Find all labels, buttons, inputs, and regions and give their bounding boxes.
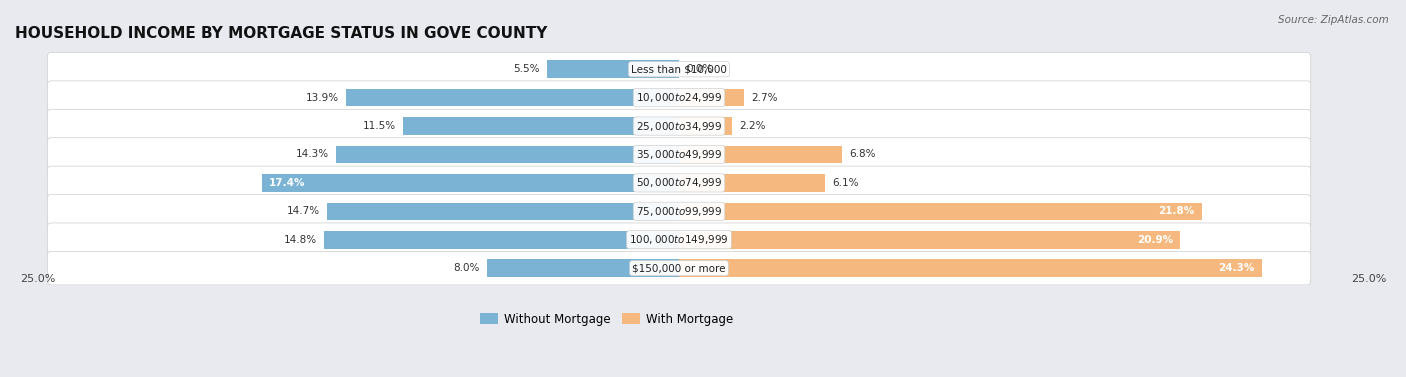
Bar bbox=[404, 117, 679, 135]
Bar bbox=[679, 259, 1261, 277]
Bar bbox=[547, 60, 679, 78]
Text: 14.3%: 14.3% bbox=[295, 150, 329, 159]
Bar bbox=[326, 202, 679, 220]
FancyBboxPatch shape bbox=[48, 195, 1310, 228]
Text: $10,000 to $24,999: $10,000 to $24,999 bbox=[636, 91, 723, 104]
Text: 24.3%: 24.3% bbox=[1218, 263, 1254, 273]
FancyBboxPatch shape bbox=[48, 52, 1310, 86]
Text: $50,000 to $74,999: $50,000 to $74,999 bbox=[636, 176, 723, 189]
Text: 25.0%: 25.0% bbox=[20, 274, 55, 284]
Bar bbox=[679, 146, 842, 163]
Bar bbox=[262, 174, 679, 192]
Text: 14.8%: 14.8% bbox=[284, 235, 316, 245]
FancyBboxPatch shape bbox=[48, 223, 1310, 256]
FancyBboxPatch shape bbox=[48, 251, 1310, 285]
Bar bbox=[336, 146, 679, 163]
Text: 17.4%: 17.4% bbox=[269, 178, 305, 188]
Text: 8.0%: 8.0% bbox=[454, 263, 479, 273]
Text: $25,000 to $34,999: $25,000 to $34,999 bbox=[636, 120, 723, 133]
Bar bbox=[679, 174, 825, 192]
Text: 6.1%: 6.1% bbox=[832, 178, 859, 188]
Text: 2.7%: 2.7% bbox=[751, 93, 778, 103]
Text: 2.2%: 2.2% bbox=[740, 121, 765, 131]
Text: $75,000 to $99,999: $75,000 to $99,999 bbox=[636, 205, 723, 218]
Text: 20.9%: 20.9% bbox=[1136, 235, 1173, 245]
Bar bbox=[488, 259, 679, 277]
FancyBboxPatch shape bbox=[48, 166, 1310, 200]
Text: 13.9%: 13.9% bbox=[305, 93, 339, 103]
Bar bbox=[679, 117, 731, 135]
Text: 6.8%: 6.8% bbox=[849, 150, 876, 159]
Text: 21.8%: 21.8% bbox=[1159, 206, 1195, 216]
Bar bbox=[346, 89, 679, 106]
Text: $100,000 to $149,999: $100,000 to $149,999 bbox=[630, 233, 728, 246]
Text: $35,000 to $49,999: $35,000 to $49,999 bbox=[636, 148, 723, 161]
Bar bbox=[679, 202, 1202, 220]
FancyBboxPatch shape bbox=[48, 138, 1310, 171]
Text: 11.5%: 11.5% bbox=[363, 121, 396, 131]
Bar bbox=[679, 89, 744, 106]
Text: Less than $10,000: Less than $10,000 bbox=[631, 64, 727, 74]
Text: $150,000 or more: $150,000 or more bbox=[633, 263, 725, 273]
Text: Source: ZipAtlas.com: Source: ZipAtlas.com bbox=[1278, 15, 1389, 25]
Legend: Without Mortgage, With Mortgage: Without Mortgage, With Mortgage bbox=[475, 308, 738, 331]
Bar bbox=[325, 231, 679, 248]
FancyBboxPatch shape bbox=[48, 81, 1310, 115]
Text: 0.0%: 0.0% bbox=[686, 64, 713, 74]
Text: HOUSEHOLD INCOME BY MORTGAGE STATUS IN GOVE COUNTY: HOUSEHOLD INCOME BY MORTGAGE STATUS IN G… bbox=[15, 26, 547, 41]
Text: 25.0%: 25.0% bbox=[1351, 274, 1386, 284]
Text: 14.7%: 14.7% bbox=[287, 206, 319, 216]
FancyBboxPatch shape bbox=[48, 109, 1310, 143]
Bar bbox=[679, 231, 1180, 248]
Text: 5.5%: 5.5% bbox=[513, 64, 540, 74]
